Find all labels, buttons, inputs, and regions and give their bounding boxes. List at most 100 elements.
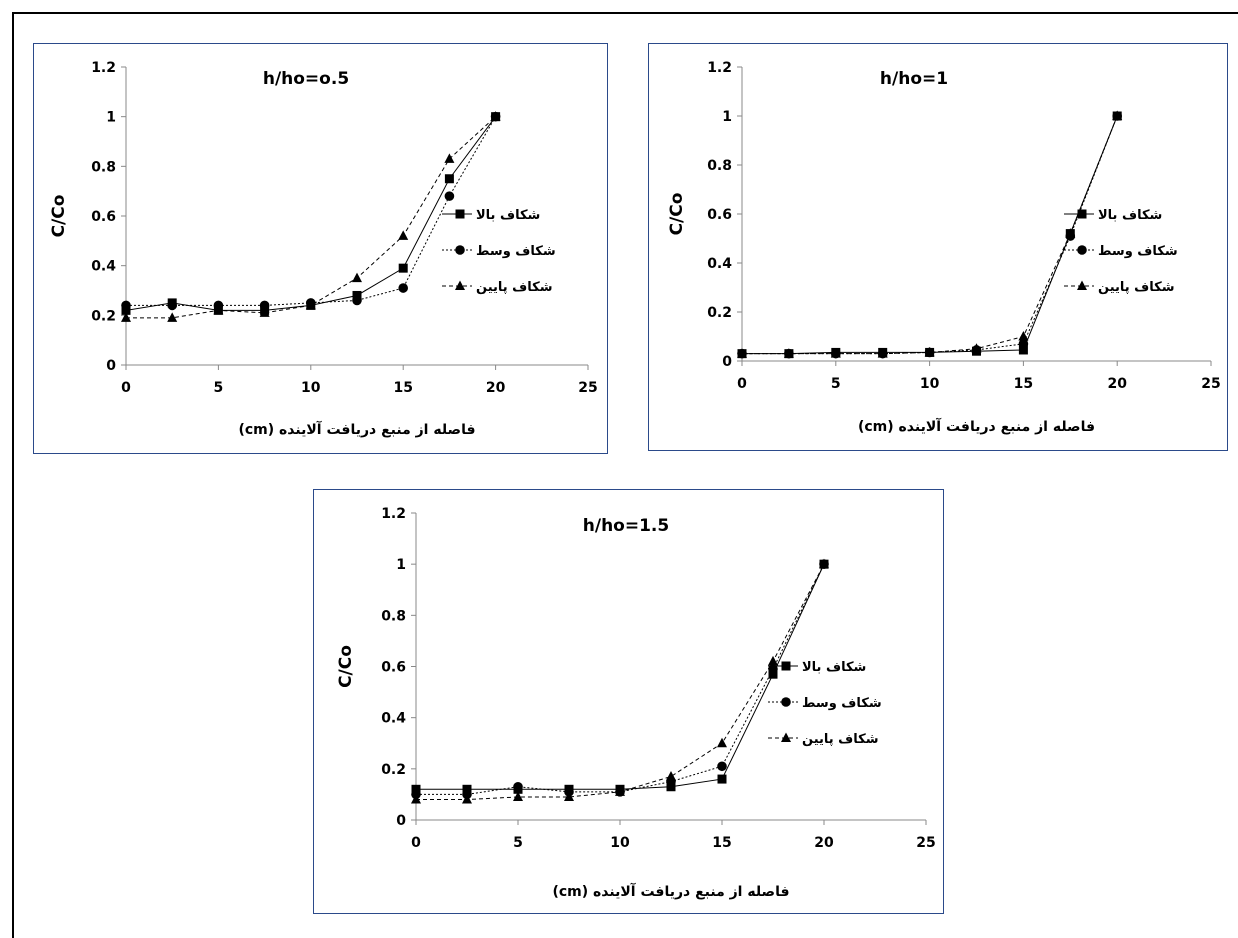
chart-svg: 0 0.2 0.4 0.6 0.8 1 1.2 0 5 10 15 20 25 h/ho=1.5 C/Co ف… (336, 506, 936, 900)
data-point (213, 304, 224, 315)
data-point (513, 781, 523, 792)
y-tick-label: 1.2 (91, 60, 116, 76)
y-tick-label: 0.8 (381, 608, 406, 624)
data-point (737, 348, 747, 358)
series-line-2 (416, 563, 825, 801)
data-point (398, 263, 408, 273)
data-point (666, 771, 676, 781)
data-point (444, 153, 455, 163)
x-tick-label: 10 (301, 380, 321, 396)
data-point (1065, 228, 1076, 238)
x-tick-label: 15 (1014, 376, 1033, 392)
x-tick-label: 25 (916, 835, 935, 851)
y-tick-label: 0.6 (381, 660, 406, 676)
data-point (717, 761, 727, 772)
y-tick-label: 0.2 (707, 305, 732, 321)
data-point (1018, 331, 1029, 341)
data-point (167, 300, 177, 311)
x-axis-title: فاصله از منبع دریافت آلاینده (cm) (858, 417, 1095, 435)
data-point (462, 784, 472, 794)
legend-marker-icon (1077, 209, 1087, 219)
data-point (411, 794, 421, 804)
data-point (398, 230, 409, 240)
legend-marker-icon (455, 245, 465, 255)
x-tick-label: 25 (1201, 376, 1220, 392)
data-point (352, 272, 362, 283)
chart-svg: 0 0.2 0.4 0.6 0.8 1 1.2 0 5 10 15 20 25 h/ho=o.5 C/Co ف… (49, 60, 598, 438)
data-point (352, 290, 362, 300)
x-tick-label: 0 (411, 835, 421, 851)
data-point (398, 283, 409, 293)
y-tick-label: 0.2 (91, 308, 116, 324)
y-tick-label: 1 (396, 557, 406, 573)
data-point (783, 348, 794, 358)
data-point (615, 786, 625, 796)
x-tick-label: 0 (121, 380, 131, 396)
series-line-2 (742, 115, 1118, 355)
data-point (971, 343, 982, 353)
legend-label: شکاف پایین (802, 732, 879, 747)
data-point (462, 794, 472, 804)
x-tick-label: 5 (214, 380, 224, 396)
y-axis-title: C/Co (336, 645, 356, 688)
data-point (717, 774, 727, 784)
data-point (877, 348, 888, 358)
chart-title: h/ho=1.5 (583, 516, 669, 536)
x-tick-label: 15 (712, 835, 731, 851)
chart-title: h/ho=o.5 (263, 69, 349, 89)
data-point (768, 664, 778, 674)
data-point (666, 782, 676, 792)
x-axis-title: فاصله از منبع دریافت آلاینده (cm) (552, 882, 789, 900)
x-tick-label: 10 (920, 376, 940, 392)
x-tick-label: 5 (513, 835, 523, 851)
y-tick-label: 0.2 (381, 762, 406, 778)
series-line-1 (126, 116, 497, 306)
legend-marker-icon (781, 732, 791, 742)
y-tick-label: 0.4 (381, 711, 406, 727)
data-point (819, 558, 829, 569)
y-tick-label: 1.2 (381, 506, 406, 522)
legend-marker-icon (1077, 245, 1087, 255)
data-point (564, 791, 574, 801)
data-point (830, 348, 841, 358)
y-axis-title: C/Co (667, 193, 687, 236)
y-tick-label: 0 (106, 358, 116, 374)
x-tick-label: 0 (737, 376, 747, 392)
x-tick-label: 20 (814, 835, 834, 851)
legend-marker-icon (781, 697, 791, 707)
legend-label: شکاف بالا (802, 660, 866, 675)
series-line-1 (742, 115, 1118, 355)
data-point (444, 174, 454, 184)
data-point (444, 191, 455, 201)
legend-marker-icon (455, 209, 465, 219)
legend-label: شکاف بالا (476, 208, 540, 223)
legend-label: شکاف وسط (802, 696, 882, 711)
x-axis-title: فاصله از منبع دریافت آلاینده (cm) (238, 420, 475, 438)
legend-label: شکاف پایین (476, 280, 553, 295)
y-tick-label: 1.2 (707, 60, 732, 76)
data-point (305, 299, 316, 310)
data-point (924, 346, 935, 357)
series-line-2 (126, 116, 496, 319)
legend-marker-icon (1077, 280, 1087, 290)
data-point (490, 111, 501, 121)
legend-label: شکاف وسط (476, 244, 556, 259)
data-point (259, 307, 270, 317)
y-tick-label: 0.4 (91, 259, 116, 275)
legend-marker-icon (455, 280, 465, 290)
series-line-0 (742, 115, 1118, 355)
data-point (513, 791, 523, 801)
chart-panel-h-ho-0-5: 0 0.2 0.4 0.6 0.8 1 1.2 0 5 10 15 20 25 h/ho=o.5 C/Co ف… (33, 43, 608, 454)
data-point (121, 300, 131, 311)
chart-panel-h-ho-1: 0 0.2 0.4 0.6 0.8 1 1.2 0 5 10 15 20 25 h/ho=1 C/Co فاص… (648, 43, 1228, 451)
data-point (352, 295, 362, 306)
data-point (1018, 339, 1029, 349)
y-tick-label: 0.6 (707, 207, 732, 223)
data-point (1112, 110, 1123, 120)
y-axis-title: C/Co (49, 195, 69, 238)
y-tick-label: 0 (396, 813, 406, 829)
legend-marker-icon (781, 661, 791, 671)
figure-frame (12, 12, 1238, 938)
chart-panel-h-ho-1-5: 0 0.2 0.4 0.6 0.8 1 1.2 0 5 10 15 20 25 h/ho=1.5 C/Co ف… (313, 489, 944, 914)
x-tick-label: 10 (610, 835, 630, 851)
